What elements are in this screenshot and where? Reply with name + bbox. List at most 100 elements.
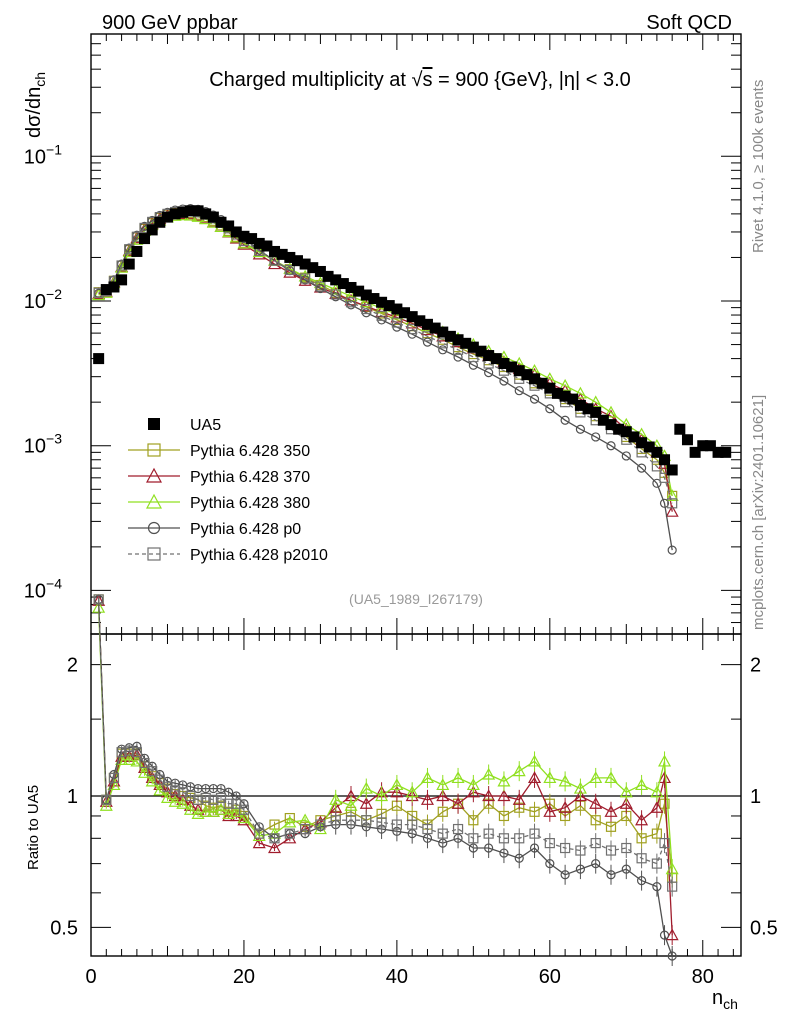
ratio-point xyxy=(269,833,280,844)
ua5-data-point xyxy=(276,248,288,260)
ratio-point xyxy=(651,828,662,839)
ua5-data-point xyxy=(651,446,663,458)
ratio-point xyxy=(484,843,494,853)
ratio-point xyxy=(170,785,181,796)
ratio-point xyxy=(300,823,311,835)
ua5-data-point xyxy=(636,437,648,449)
ua5-data-point xyxy=(154,216,166,228)
x-label-main: n xyxy=(712,987,723,1009)
mc-point xyxy=(529,394,540,404)
mc-point xyxy=(315,281,326,292)
legend-marker xyxy=(148,418,160,430)
mc-point xyxy=(667,545,677,555)
ratio-point xyxy=(652,882,662,892)
ratio-point xyxy=(200,792,211,803)
ratio-point xyxy=(122,753,136,765)
mc-point xyxy=(591,432,601,442)
legend-label: Pythia 6.428 p0 xyxy=(190,521,301,538)
ratio-point xyxy=(407,819,418,830)
ratio-point xyxy=(482,789,496,802)
ratio-point xyxy=(529,843,540,853)
ratio-point xyxy=(345,815,357,826)
ua5-data-point xyxy=(238,230,250,242)
ratio-point xyxy=(359,796,373,809)
main-y-tick-label: 10−4 xyxy=(24,575,62,602)
mc-line xyxy=(98,211,673,497)
legend: UA5 Pythia 6.428 350 Pythia 6.428 370 Pythi… xyxy=(128,417,328,564)
ratio-point xyxy=(512,764,526,777)
title-prefix: Charged multiplicity at xyxy=(209,69,411,91)
legend-marker xyxy=(147,547,161,561)
ratio-point xyxy=(590,837,601,849)
ratio-point xyxy=(499,848,509,858)
ua5-data-point xyxy=(376,296,388,308)
ua5-data-point xyxy=(177,206,189,218)
rivet-version-label: Rivet 4.1.0, ≥ 100k events xyxy=(750,80,767,253)
ratio-point xyxy=(529,828,540,839)
ua5-data-point xyxy=(353,285,365,297)
mc-point xyxy=(237,237,251,250)
ratio-point xyxy=(498,833,510,844)
ua5-data-point xyxy=(513,365,525,377)
ratio-point xyxy=(529,806,540,817)
mc-point xyxy=(484,368,494,378)
ua5-data-point xyxy=(291,255,303,267)
mc-point xyxy=(665,489,679,502)
ratio-line xyxy=(97,599,673,957)
ua5-data-point xyxy=(230,226,242,238)
mc-line xyxy=(98,207,673,551)
ua5-data-point xyxy=(590,406,602,418)
ua5-data-point xyxy=(475,345,487,357)
ratio-point xyxy=(658,754,672,767)
mc-point xyxy=(452,344,464,355)
ua5-data-point xyxy=(544,382,556,394)
ratio-point xyxy=(154,774,165,785)
ua5-data-point xyxy=(490,353,502,365)
ratio-point xyxy=(231,798,242,809)
x-tick-label: 0 xyxy=(85,966,96,988)
ratio-point xyxy=(344,798,358,811)
ratio-point xyxy=(208,794,219,805)
mc-point xyxy=(298,269,312,282)
ratio-point xyxy=(466,785,480,798)
ua5-data-point xyxy=(299,258,311,270)
ratio-point xyxy=(224,787,234,797)
ratio-point xyxy=(452,823,464,835)
mc-point xyxy=(665,504,679,517)
ua5-data-point xyxy=(697,440,709,452)
ratio-point xyxy=(558,800,572,813)
ua5-data-point xyxy=(207,211,219,223)
ratio-point xyxy=(497,789,511,802)
mc-point xyxy=(437,338,448,349)
legend-label: UA5 xyxy=(190,417,221,434)
title-sqrt-sign: √ xyxy=(412,69,423,91)
ratio-point xyxy=(575,845,586,856)
mc-point xyxy=(545,404,555,414)
ratio-point xyxy=(512,793,526,805)
title-suffix: = 900 {GeV}, |η| < 3.0 xyxy=(432,69,630,91)
ratio-point xyxy=(162,781,173,792)
ratio-point xyxy=(605,821,617,832)
mc-point xyxy=(345,297,357,308)
mc-point xyxy=(621,451,631,461)
ratio-point xyxy=(606,870,616,880)
main-y-tick-base: 10 xyxy=(24,436,46,458)
ua5-data-point xyxy=(421,318,433,330)
ratio-point xyxy=(573,781,587,794)
mc-point xyxy=(376,310,387,321)
ratio-point xyxy=(108,772,120,784)
ratio-point xyxy=(436,778,450,791)
ratio-point xyxy=(543,805,557,817)
ratio-point xyxy=(482,767,496,780)
ratio-point xyxy=(390,785,404,798)
ratio-point xyxy=(284,828,295,839)
ratio-point xyxy=(658,771,672,784)
legend-marker xyxy=(145,493,163,509)
ratio-point xyxy=(436,789,450,802)
ratio-point xyxy=(99,798,113,811)
ua5-data-point xyxy=(460,337,472,349)
chart-title: Charged multiplicity at √s = 900 {GeV}, … xyxy=(209,69,631,91)
mc-point xyxy=(667,498,678,509)
ua5-data-point xyxy=(659,454,671,466)
ua5-data-point xyxy=(620,426,632,438)
